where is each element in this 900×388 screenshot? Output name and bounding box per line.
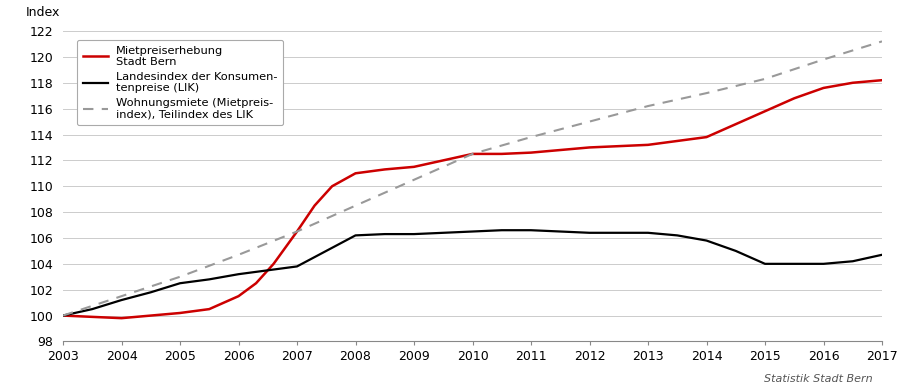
Landesindex der Konsumen-
tenpreise (LIK) <box>467 229 478 234</box>
Landesindex der Konsumen-
tenpreise (LIK) <box>555 229 566 234</box>
Wohnungsmiete (Mietpreis-
index), Teilindex des LIK <box>292 229 302 234</box>
Wohnungsmiete (Mietpreis-
index), Teilindex des LIK <box>58 313 68 318</box>
Mietpreiserhebung
Stadt Bern <box>268 262 279 266</box>
Mietpreiserhebung
Stadt Bern <box>438 158 449 163</box>
Landesindex der Konsumen-
tenpreise (LIK) <box>116 298 127 302</box>
Landesindex der Konsumen-
tenpreise (LIK) <box>614 230 625 235</box>
Wohnungsmiete (Mietpreis-
index), Teilindex des LIK <box>877 39 887 44</box>
Landesindex der Konsumen-
tenpreise (LIK) <box>701 238 712 243</box>
Wohnungsmiete (Mietpreis-
index), Teilindex des LIK <box>350 203 361 208</box>
Landesindex der Konsumen-
tenpreise (LIK) <box>497 228 508 232</box>
Mietpreiserhebung
Stadt Bern <box>380 167 391 172</box>
Mietpreiserhebung
Stadt Bern <box>146 313 157 318</box>
Mietpreiserhebung
Stadt Bern <box>87 315 98 319</box>
Mietpreiserhebung
Stadt Bern <box>848 80 859 85</box>
Mietpreiserhebung
Stadt Bern <box>818 86 829 90</box>
Landesindex der Konsumen-
tenpreise (LIK) <box>175 281 185 286</box>
Landesindex der Konsumen-
tenpreise (LIK) <box>643 230 653 235</box>
Text: Index: Index <box>26 5 60 19</box>
Wohnungsmiete (Mietpreis-
index), Teilindex des LIK <box>116 294 127 298</box>
Wohnungsmiete (Mietpreis-
index), Teilindex des LIK <box>584 119 595 124</box>
Mietpreiserhebung
Stadt Bern <box>526 150 536 155</box>
Line: Wohnungsmiete (Mietpreis-
index), Teilindex des LIK: Wohnungsmiete (Mietpreis- index), Teilin… <box>63 42 882 315</box>
Landesindex der Konsumen-
tenpreise (LIK) <box>146 290 157 294</box>
Landesindex der Konsumen-
tenpreise (LIK) <box>380 232 391 236</box>
Wohnungsmiete (Mietpreis-
index), Teilindex des LIK <box>701 91 712 95</box>
Landesindex der Konsumen-
tenpreise (LIK) <box>292 264 302 269</box>
Wohnungsmiete (Mietpreis-
index), Teilindex des LIK <box>175 274 185 279</box>
Wohnungsmiete (Mietpreis-
index), Teilindex des LIK <box>818 57 829 62</box>
Landesindex der Konsumen-
tenpreise (LIK) <box>760 262 770 266</box>
Landesindex der Konsumen-
tenpreise (LIK) <box>526 228 536 232</box>
Mietpreiserhebung
Stadt Bern <box>251 281 262 286</box>
Mietpreiserhebung
Stadt Bern <box>497 152 508 156</box>
Wohnungsmiete (Mietpreis-
index), Teilindex des LIK <box>526 135 536 139</box>
Mietpreiserhebung
Stadt Bern <box>789 96 800 100</box>
Mietpreiserhebung
Stadt Bern <box>204 307 215 312</box>
Wohnungsmiete (Mietpreis-
index), Teilindex des LIK <box>760 76 770 81</box>
Mietpreiserhebung
Stadt Bern <box>116 316 127 320</box>
Landesindex der Konsumen-
tenpreise (LIK) <box>848 259 859 263</box>
Mietpreiserhebung
Stadt Bern <box>350 171 361 176</box>
Landesindex der Konsumen-
tenpreise (LIK) <box>87 307 98 312</box>
Wohnungsmiete (Mietpreis-
index), Teilindex des LIK <box>467 152 478 156</box>
Landesindex der Konsumen-
tenpreise (LIK) <box>263 268 274 273</box>
Mietpreiserhebung
Stadt Bern <box>310 203 320 208</box>
Landesindex der Konsumen-
tenpreise (LIK) <box>731 249 742 253</box>
Landesindex der Konsumen-
tenpreise (LIK) <box>409 232 419 236</box>
Mietpreiserhebung
Stadt Bern <box>672 139 683 143</box>
Mietpreiserhebung
Stadt Bern <box>584 145 595 150</box>
Landesindex der Konsumen-
tenpreise (LIK) <box>438 230 449 235</box>
Line: Landesindex der Konsumen-
tenpreise (LIK): Landesindex der Konsumen- tenpreise (LIK… <box>63 230 882 315</box>
Mietpreiserhebung
Stadt Bern <box>175 311 185 315</box>
Landesindex der Konsumen-
tenpreise (LIK) <box>789 262 800 266</box>
Landesindex der Konsumen-
tenpreise (LIK) <box>877 253 887 257</box>
Landesindex der Konsumen-
tenpreise (LIK) <box>58 313 68 318</box>
Mietpreiserhebung
Stadt Bern <box>409 165 419 169</box>
Mietpreiserhebung
Stadt Bern <box>233 294 244 298</box>
Landesindex der Konsumen-
tenpreise (LIK) <box>818 262 829 266</box>
Mietpreiserhebung
Stadt Bern <box>292 229 302 234</box>
Wohnungsmiete (Mietpreis-
index), Teilindex des LIK <box>233 253 244 257</box>
Mietpreiserhebung
Stadt Bern <box>701 135 712 139</box>
Landesindex der Konsumen-
tenpreise (LIK) <box>672 233 683 238</box>
Wohnungsmiete (Mietpreis-
index), Teilindex des LIK <box>409 177 419 182</box>
Landesindex der Konsumen-
tenpreise (LIK) <box>584 230 595 235</box>
Mietpreiserhebung
Stadt Bern <box>327 184 338 189</box>
Mietpreiserhebung
Stadt Bern <box>467 152 478 156</box>
Mietpreiserhebung
Stadt Bern <box>760 109 770 114</box>
Mietpreiserhebung
Stadt Bern <box>877 78 887 83</box>
Mietpreiserhebung
Stadt Bern <box>58 313 68 318</box>
Legend: Mietpreiserhebung
Stadt Bern, Landesindex der Konsumen-
tenpreise (LIK), Wohnung: Mietpreiserhebung Stadt Bern, Landesinde… <box>76 40 283 125</box>
Landesindex der Konsumen-
tenpreise (LIK) <box>204 277 215 282</box>
Landesindex der Konsumen-
tenpreise (LIK) <box>350 233 361 238</box>
Text: Statistik Stadt Bern: Statistik Stadt Bern <box>764 374 873 384</box>
Mietpreiserhebung
Stadt Bern <box>614 144 625 149</box>
Mietpreiserhebung
Stadt Bern <box>643 142 653 147</box>
Landesindex der Konsumen-
tenpreise (LIK) <box>233 272 244 277</box>
Wohnungsmiete (Mietpreis-
index), Teilindex des LIK <box>643 104 653 108</box>
Mietpreiserhebung
Stadt Bern <box>731 122 742 126</box>
Line: Mietpreiserhebung
Stadt Bern: Mietpreiserhebung Stadt Bern <box>63 80 882 318</box>
Mietpreiserhebung
Stadt Bern <box>555 148 566 152</box>
Landesindex der Konsumen-
tenpreise (LIK) <box>321 249 332 253</box>
